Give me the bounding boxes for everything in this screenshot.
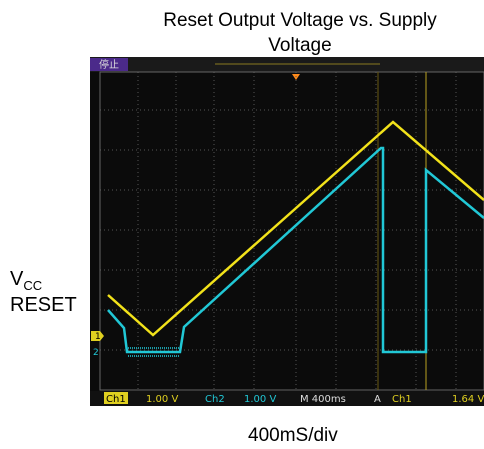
ch2-marker: 2 bbox=[93, 348, 99, 358]
figure-title: Reset Output Voltage vs. Supply Voltage bbox=[130, 8, 470, 58]
x-label: 400mS/div bbox=[248, 425, 338, 447]
vcc-sub: CC bbox=[23, 278, 42, 293]
readout-ch1: Ch1 bbox=[106, 394, 126, 405]
vcc-main: V bbox=[10, 268, 23, 290]
reset-label: RESET bbox=[10, 294, 77, 317]
ch1-marker: 1 bbox=[95, 332, 101, 342]
readout-ch2: Ch2 bbox=[205, 394, 225, 405]
readout-trigger-source: Ch1 bbox=[392, 394, 412, 405]
readout-trigger-mode: A bbox=[374, 394, 381, 405]
figure: Reset Output Voltage vs. Supply Voltage … bbox=[0, 0, 484, 449]
readout-ch1-scale: 1.00 V bbox=[146, 394, 178, 405]
scope-screen: 停止 1 2 Ch1 1.00 V Ch2 1.00 V M 400ms A bbox=[90, 57, 484, 406]
status-text: 停止 bbox=[99, 58, 119, 71]
readout-ch2-scale: 1.00 V bbox=[244, 394, 276, 405]
readout-timebase: M 400ms bbox=[300, 394, 346, 405]
readout-trigger-level: 1.64 V bbox=[452, 394, 484, 405]
vcc-label: VCC bbox=[10, 268, 42, 293]
